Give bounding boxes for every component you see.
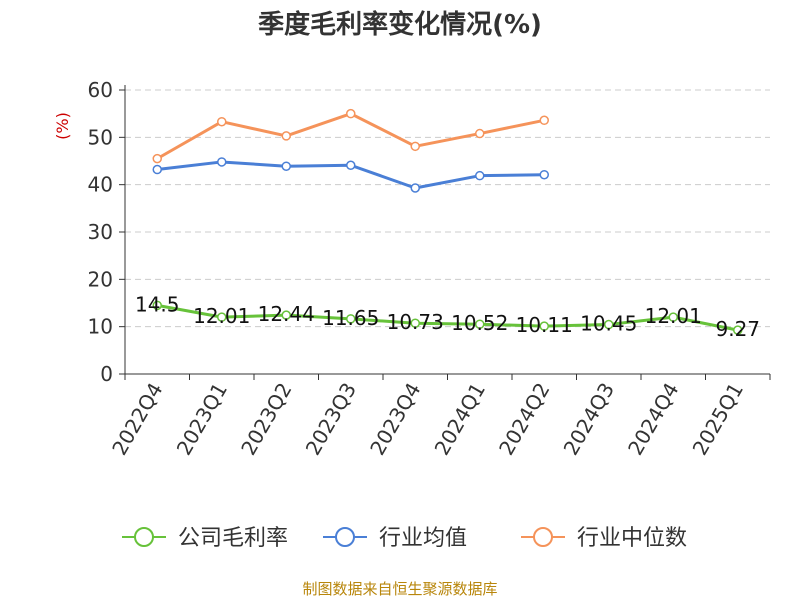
data-label: 12.44	[258, 302, 315, 326]
data-point	[604, 319, 614, 330]
data-point	[410, 183, 420, 193]
data-labels: 14.5 12.01 12.44 11.65 10.73 10.52 10.11 10.45 1…	[135, 292, 760, 341]
grid-lines	[125, 89, 770, 328]
data-label: 14.5	[135, 292, 180, 316]
x-tick-label: 2022Q4	[107, 379, 167, 460]
y-tick-label: 10	[88, 315, 113, 339]
legend-marker	[134, 527, 154, 547]
data-point	[281, 310, 291, 320]
data-label: 12.01	[193, 304, 250, 328]
source-note: 制图数据来自恒生聚源数据库	[302, 580, 498, 598]
x-tick-label: 2023Q3	[301, 379, 361, 460]
data-label: 10.73	[387, 310, 444, 334]
y-tick-label: 60	[88, 78, 113, 102]
data-point	[410, 318, 420, 328]
data-point	[346, 160, 356, 171]
y-tick-label: 50	[88, 125, 113, 149]
data-point	[539, 321, 549, 331]
data-point	[217, 157, 227, 167]
legend-marker	[533, 527, 553, 547]
chart-title: 季度毛利率变化情况(%)	[258, 10, 542, 40]
series-lines	[152, 108, 743, 335]
data-point	[152, 164, 162, 175]
data-point	[346, 108, 356, 119]
x-tick-label: 2023Q4	[365, 379, 425, 460]
series-line	[156, 112, 545, 160]
data-label: 11.65	[322, 306, 379, 330]
legend-marker	[335, 527, 355, 547]
data-label: 9.27	[715, 317, 760, 341]
x-tick-label: 2024Q1	[430, 379, 490, 460]
data-point	[217, 312, 227, 322]
data-label: 10.52	[451, 311, 508, 335]
y-axis-label: (%)	[53, 112, 72, 140]
data-point	[668, 312, 678, 322]
data-point	[410, 141, 420, 152]
data-point	[475, 170, 485, 181]
series-line	[156, 303, 739, 332]
x-tick-label: 2024Q2	[494, 379, 554, 460]
legend: 公司毛利率 行业均值 行业中位数	[122, 526, 687, 551]
axes: 0 10 20 30 40 50 60 (%) 2022Q4 2023Q1 2023Q2 2023Q3…	[53, 78, 771, 460]
data-point	[281, 161, 291, 171]
legend-label: 行业均值	[379, 526, 467, 551]
data-point	[475, 128, 485, 139]
y-tick-label: 0	[100, 362, 113, 386]
data-point	[281, 131, 291, 141]
x-tick-label: 2025Q1	[688, 379, 748, 460]
data-point	[217, 116, 227, 127]
data-point	[152, 300, 162, 311]
x-tick-label: 2024Q4	[623, 379, 683, 460]
x-tick-label: 2023Q1	[172, 379, 232, 460]
x-tick-label: 2023Q2	[236, 379, 296, 460]
data-point	[475, 319, 485, 329]
data-point	[152, 153, 162, 164]
data-point	[539, 169, 549, 180]
data-point	[539, 115, 549, 126]
data-label: 10.45	[580, 312, 637, 336]
data-point	[346, 314, 356, 324]
data-label: 12.01	[645, 304, 702, 328]
legend-label: 行业中位数	[577, 526, 687, 551]
x-tick-label: 2024Q3	[559, 379, 619, 460]
data-point	[733, 325, 743, 335]
legend-label: 公司毛利率	[178, 526, 288, 551]
y-tick-label: 40	[88, 173, 113, 197]
y-tick-label: 30	[88, 220, 113, 244]
y-tick-label: 20	[88, 267, 113, 291]
data-label: 10.11	[516, 313, 573, 337]
